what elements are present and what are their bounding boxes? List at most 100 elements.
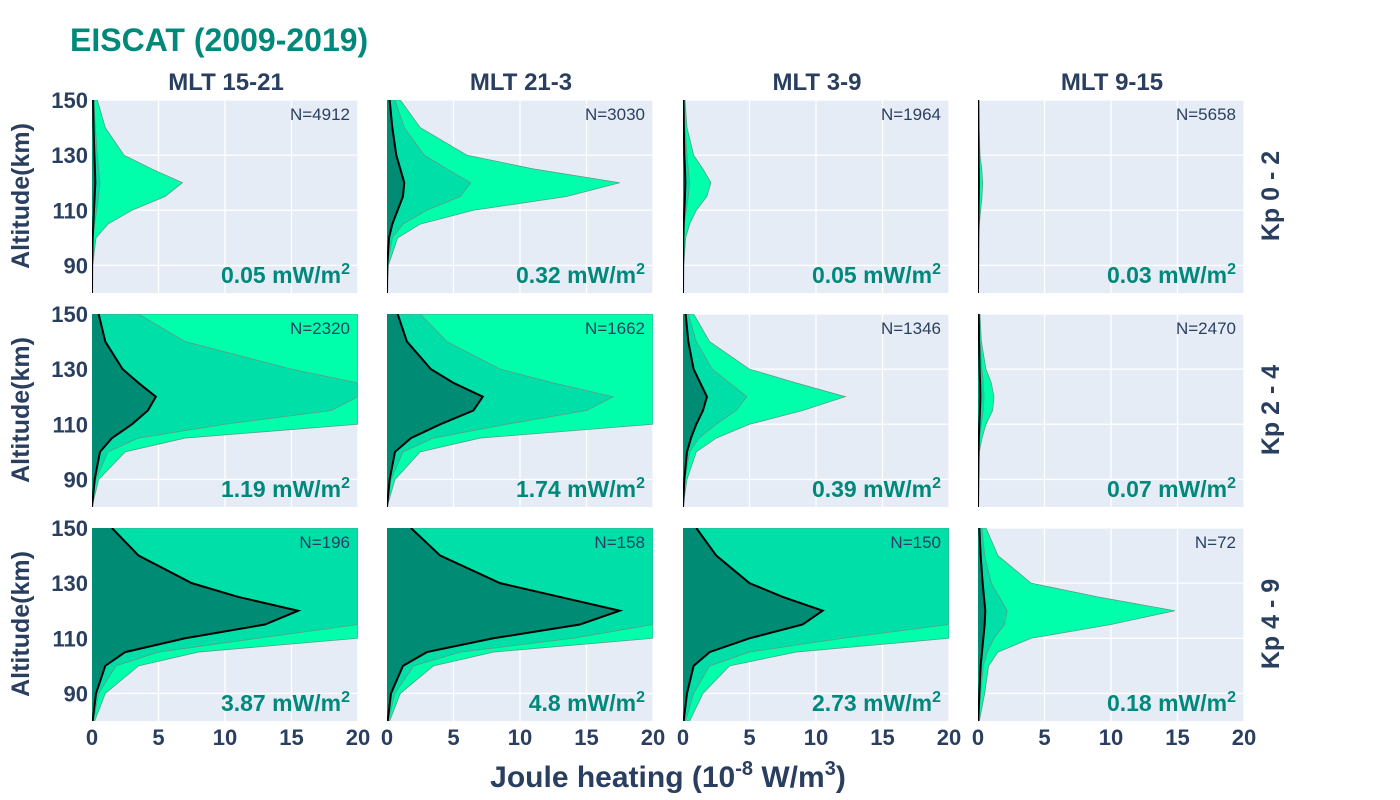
flux-label: 3.87 mW/m2: [221, 689, 350, 716]
x-tick-label: 10: [1099, 725, 1123, 750]
profile-layer: [978, 314, 995, 507]
panel-r2-c1: N=2320 1.19 mW/m2 90 110 130 150: [51, 302, 359, 507]
band-inner: [92, 314, 156, 507]
x-tick-label: 0: [381, 725, 393, 750]
profile-layer: [978, 528, 1175, 721]
panel-r2-c4: N=2470 0.07 mW/m2: [977, 313, 1245, 507]
median-line: [683, 314, 709, 507]
flux-value: 0.03 mW/m: [1107, 262, 1227, 288]
column-header-mlt-21-3: MLT 21-3: [470, 69, 572, 96]
y-tick-label: 130: [51, 357, 88, 382]
band-middle: [978, 528, 1008, 721]
column-header-mlt-9-15: MLT 9-15: [1061, 69, 1163, 96]
profile-layer: [387, 100, 620, 293]
flux-unit-exponent: 2: [932, 689, 941, 706]
profile-layer: [387, 528, 653, 721]
y-tick-label: 90: [64, 467, 88, 492]
profile-layer: [387, 314, 653, 507]
flux-label: 0.39 mW/m2: [812, 475, 941, 502]
band-inner: [387, 314, 483, 507]
flux-value: 0.32 mW/m: [516, 262, 636, 288]
band-outer: [978, 528, 1175, 721]
row-header-kp-0-2: Kp 0 - 2: [1257, 151, 1285, 241]
flux-label: 4.8 mW/m2: [529, 689, 645, 716]
panel-r3-c1: N=196 3.87 mW/m2 90 110 130 150 0 5 10 15 20: [51, 516, 370, 750]
band-inner: [683, 314, 707, 507]
band-middle: [683, 314, 748, 507]
profile-layer: [978, 100, 984, 293]
x-axis-label-exponent-1: -8: [735, 758, 753, 780]
flux-value: 1.74 mW/m: [516, 476, 636, 502]
flux-value: 4.8 mW/m: [529, 690, 636, 716]
sample-count: N=150: [890, 533, 941, 552]
y-tick-label: 110: [53, 412, 89, 437]
panel-r2-c2: N=1662 1.74 mW/m2: [386, 313, 654, 507]
y-tick-label: 90: [64, 681, 88, 706]
x-tick-label: 5: [152, 725, 164, 750]
median-line: [387, 528, 624, 721]
band-inner: [92, 528, 299, 721]
band-middle: [387, 314, 615, 507]
row-headers: Kp 0 - 2 Kp 2 - 4 Kp 4 - 9: [1257, 151, 1285, 669]
panel-r2-c3: N=1346 0.39 mW/m2: [682, 313, 950, 507]
x-tick-label: 15: [870, 725, 894, 750]
panel-r1-c1: N=4912 0.05 mW/m2 90 110 130 150: [51, 88, 359, 293]
x-tick-label: 15: [1165, 725, 1189, 750]
x-tick-label: 5: [1038, 725, 1050, 750]
flux-value: 0.18 mW/m: [1107, 690, 1227, 716]
band-inner: [387, 100, 405, 293]
panel-r1-c2: N=3030 0.32 mW/m2: [386, 99, 654, 293]
x-tick-label: 5: [447, 725, 459, 750]
flux-value: 0.39 mW/m: [812, 476, 932, 502]
row-header-kp-2-4: Kp 2 - 4: [1257, 365, 1285, 455]
flux-value: 0.07 mW/m: [1107, 476, 1227, 502]
sample-count: N=4912: [290, 105, 350, 124]
flux-label: 2.73 mW/m2: [812, 689, 941, 716]
x-tick-label: 0: [972, 725, 984, 750]
sample-count: N=1964: [881, 105, 941, 124]
flux-value: 2.73 mW/m: [812, 690, 932, 716]
band-middle: [683, 528, 949, 721]
x-tick-label: 20: [937, 725, 961, 750]
flux-unit-exponent: 2: [1227, 475, 1236, 492]
flux-label: 0.05 mW/m2: [221, 261, 350, 288]
flux-unit-exponent: 2: [636, 261, 645, 278]
x-tick-label: 10: [508, 725, 532, 750]
column-headers: MLT 15-21 MLT 21-3 MLT 3-9 MLT 9-15: [168, 69, 1163, 96]
median-line: [683, 528, 825, 721]
figure-title: EISCAT (2009-2019): [70, 22, 368, 58]
y-tick-label: 110: [53, 626, 89, 651]
flux-label: 0.03 mW/m2: [1107, 261, 1236, 288]
column-header-mlt-3-9: MLT 3-9: [773, 69, 862, 96]
band-inner: [683, 528, 823, 721]
band-inner: [387, 528, 620, 721]
sample-count: N=1346: [881, 319, 941, 338]
band-outer: [683, 314, 847, 507]
flux-unit-exponent: 2: [932, 475, 941, 492]
flux-unit-exponent: 2: [341, 475, 350, 492]
band-outer: [683, 100, 712, 293]
median-line: [978, 314, 982, 507]
sample-count: N=5658: [1176, 105, 1236, 124]
y-tick-label: 150: [51, 302, 88, 327]
sample-count: N=3030: [585, 105, 645, 124]
median-line: [387, 100, 406, 293]
profile-layer: [92, 314, 358, 507]
profile-layer: [683, 100, 712, 293]
profile-layer: [92, 100, 184, 293]
flux-unit-exponent: 2: [341, 261, 350, 278]
flux-unit-exponent: 2: [636, 475, 645, 492]
band-middle: [92, 314, 358, 507]
sample-count: N=72: [1195, 533, 1236, 552]
flux-unit-exponent: 2: [341, 689, 350, 706]
flux-label: 0.18 mW/m2: [1107, 689, 1236, 716]
flux-unit-exponent: 2: [1227, 261, 1236, 278]
column-header-mlt-15-21: MLT 15-21: [168, 69, 284, 96]
flux-label: 1.19 mW/m2: [221, 475, 350, 502]
sample-count: N=196: [299, 533, 350, 552]
flux-label: 0.05 mW/m2: [812, 261, 941, 288]
panel-r1-c3: N=1964 0.05 mW/m2: [682, 99, 950, 293]
